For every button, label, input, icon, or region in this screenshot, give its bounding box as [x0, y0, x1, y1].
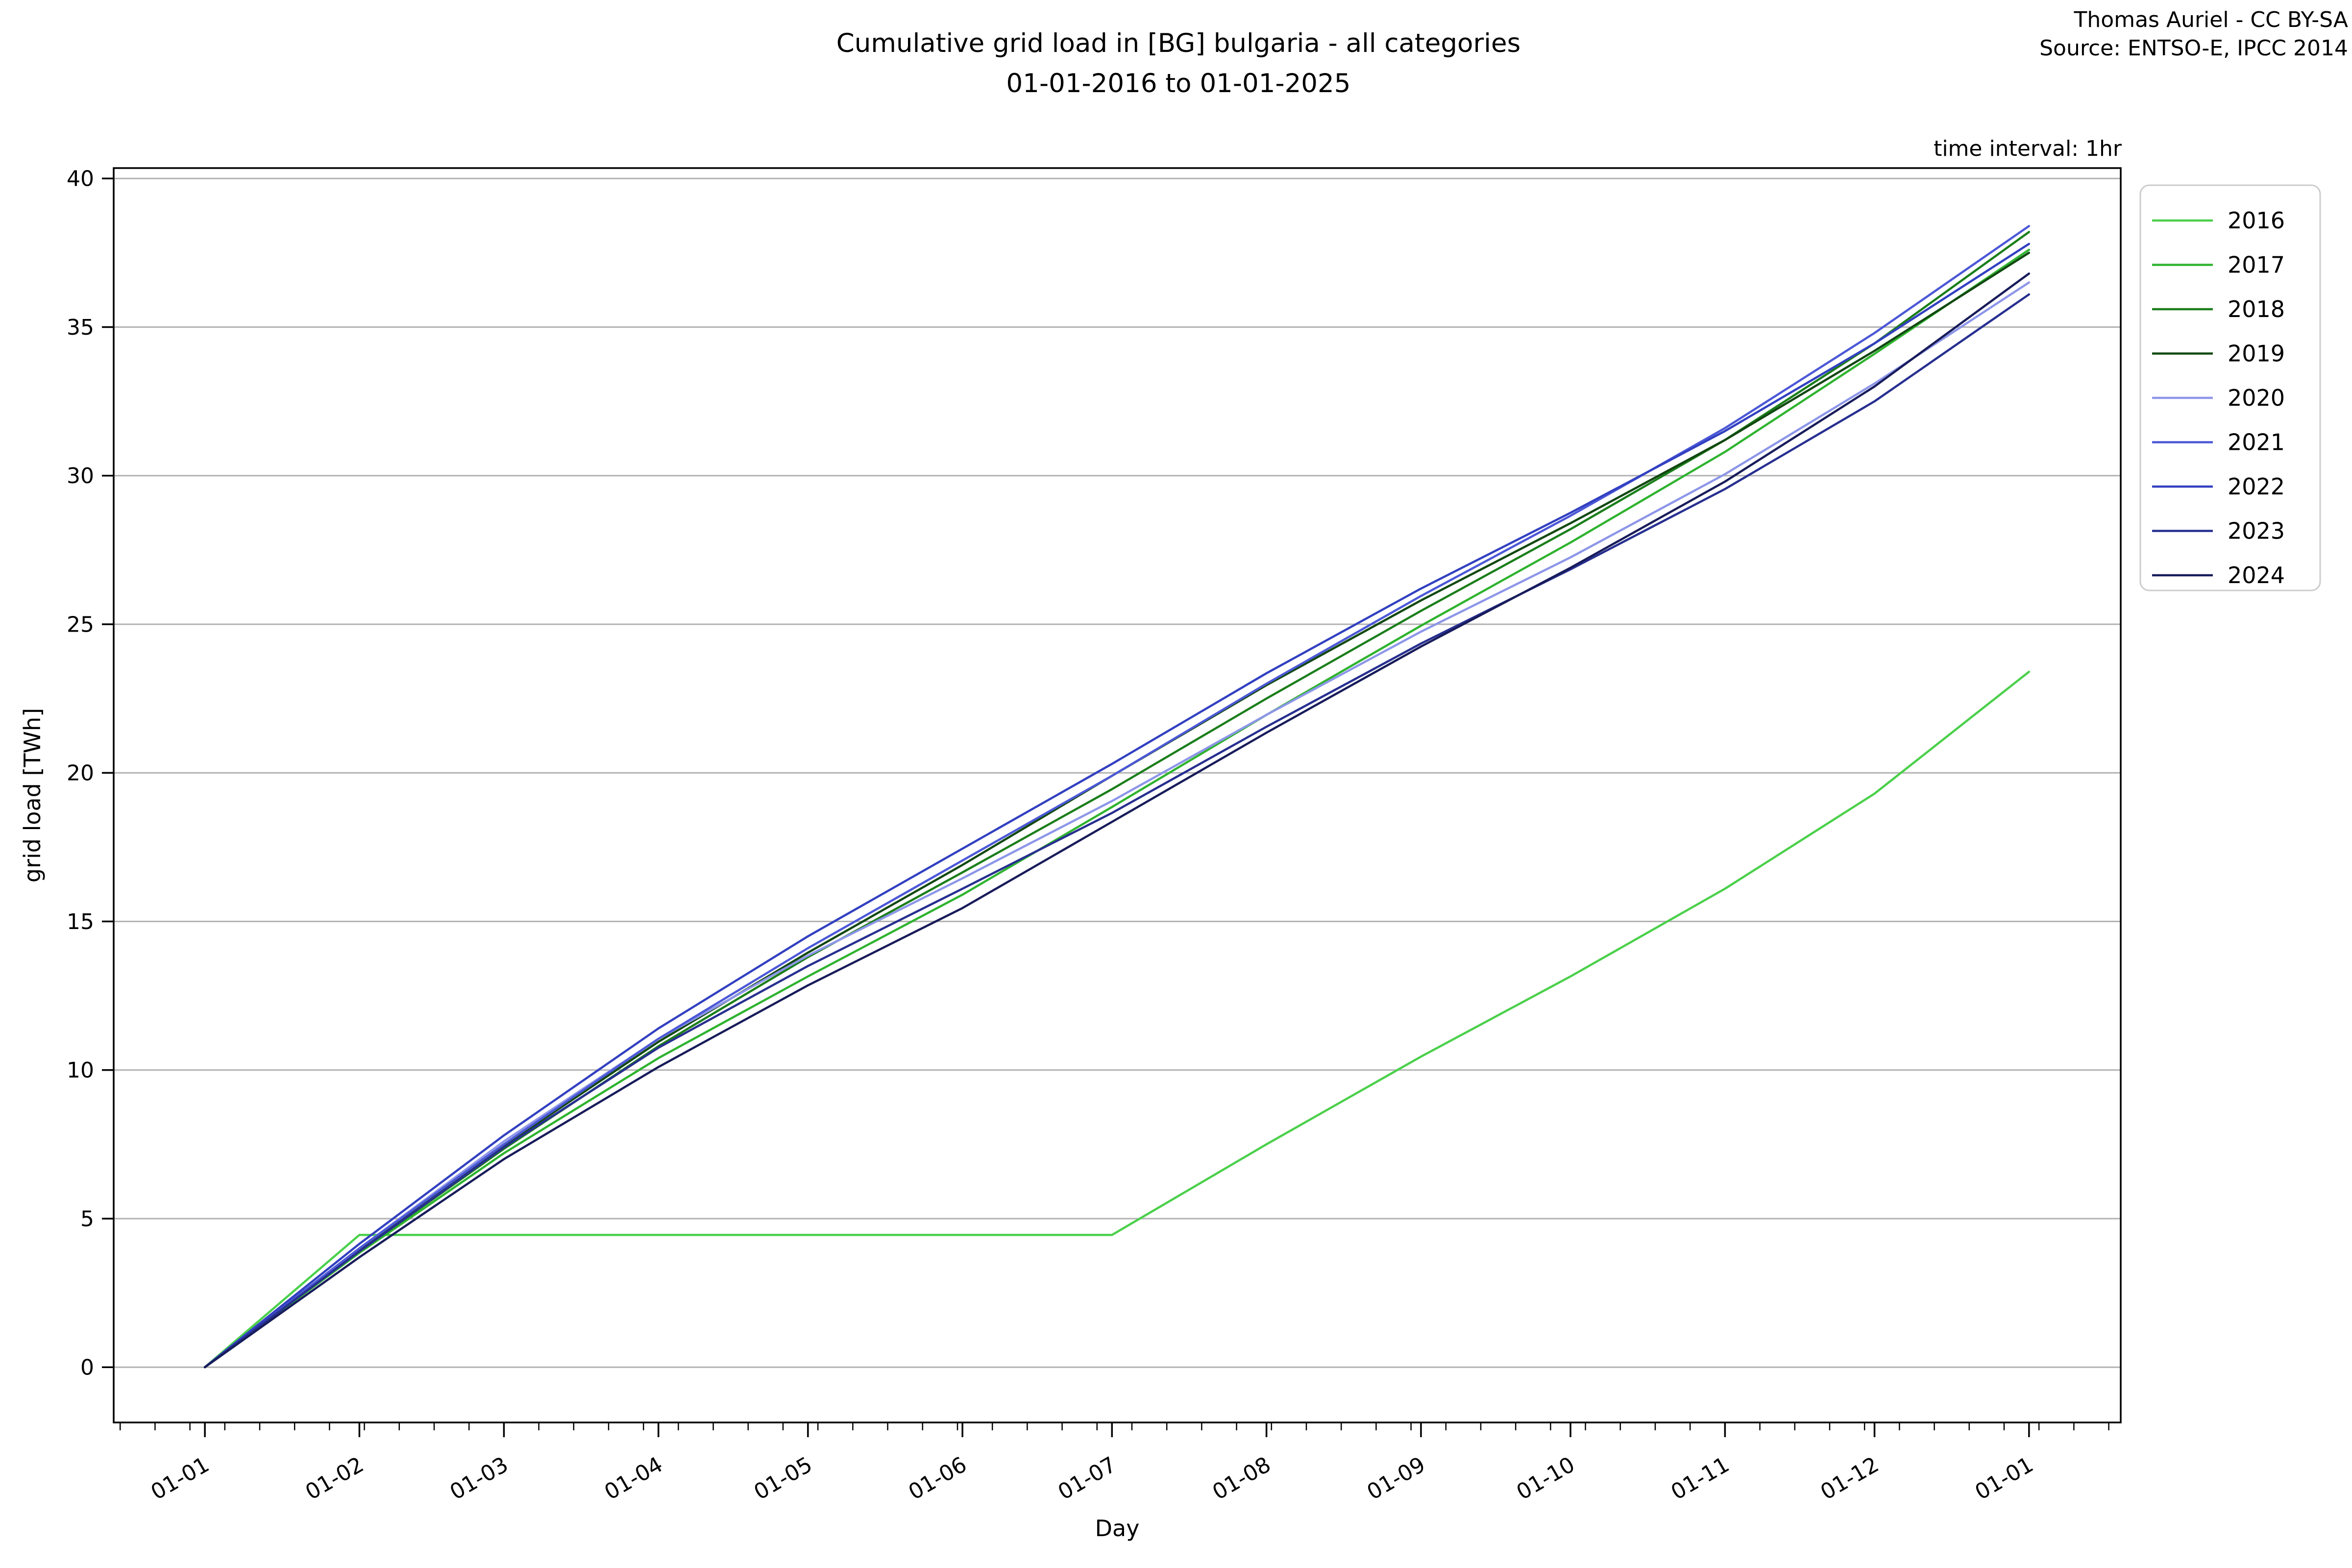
y-tick-label: 0 — [80, 1355, 94, 1380]
series-line-2018 — [203, 231, 2031, 1369]
x-tick-label: 01-06 — [904, 1452, 971, 1505]
x-tick-label: 01-11 — [1667, 1452, 1734, 1505]
series-line-2021 — [203, 225, 2031, 1369]
legend-label: 2017 — [2228, 252, 2285, 278]
legend-label: 2019 — [2228, 341, 2285, 367]
x-tick-label: 01-01 — [1971, 1452, 2037, 1505]
legend-box — [2139, 184, 2321, 591]
legend-label: 2021 — [2228, 429, 2285, 456]
legend-item-2017: 2017 — [2152, 252, 2285, 278]
series-line-2024 — [203, 272, 2031, 1369]
series-line-2023 — [203, 293, 2031, 1369]
y-tick-label: 20 — [67, 761, 94, 786]
chart-title-line1: Cumulative grid load in [BG] bulgaria - … — [836, 28, 1521, 58]
x-tick-label: 01-04 — [600, 1452, 667, 1505]
y-tick-label: 15 — [67, 909, 94, 934]
y-axis: 0 5 10 15 20 25 30 35 40 — [67, 167, 114, 1380]
x-tick-label: 01-09 — [1363, 1452, 1429, 1505]
y-tick-label: 10 — [67, 1058, 94, 1083]
y-axis-label: grid load [TWh] — [19, 708, 46, 882]
series-line-2020 — [203, 281, 2031, 1369]
legend-item-2021: 2021 — [2152, 429, 2285, 456]
legend-item-2024: 2024 — [2152, 562, 2285, 588]
x-tick-label: 01-12 — [1816, 1452, 1883, 1505]
series-line-2016 — [203, 670, 2031, 1369]
legend-label: 2023 — [2228, 518, 2285, 544]
legend-label: 2022 — [2228, 473, 2285, 500]
x-tick-label: 01-07 — [1054, 1452, 1121, 1505]
legend-label: 2024 — [2228, 562, 2285, 588]
series-line-2017 — [203, 248, 2031, 1369]
attribution-source: Source: ENTSO-E, IPCC 2014 — [2039, 36, 2348, 61]
legend-item-2023: 2023 — [2152, 518, 2285, 544]
gridlines — [114, 177, 2121, 1368]
x-tick-label: 01-03 — [446, 1452, 513, 1505]
legend-item-2016: 2016 — [2152, 207, 2285, 234]
legend-label: 2016 — [2228, 207, 2285, 234]
x-axis: 01-01 01-02 01-03 01-04 01-05 01-06 01-07 01-08… — [119, 1422, 2109, 1505]
y-tick-label: 30 — [67, 464, 94, 489]
x-tick-label: 01-05 — [750, 1452, 816, 1505]
time-interval-annotation: time interval: 1hr — [1934, 136, 2122, 161]
attribution-author: Thomas Auriel - CC BY-SA — [2074, 7, 2348, 32]
legend-label: 2020 — [2228, 385, 2285, 411]
data-series — [203, 225, 2031, 1369]
y-tick-label: 35 — [67, 315, 94, 340]
legend-item-2018: 2018 — [2152, 296, 2285, 322]
attribution: Thomas Auriel - CC BY-SA Source: ENTSO-E… — [2039, 6, 2348, 63]
x-tick-label: 01-08 — [1208, 1452, 1275, 1505]
x-tick-label: 01-02 — [301, 1452, 368, 1505]
y-tick-label: 25 — [67, 612, 94, 637]
x-axis-label: Day — [1095, 1515, 1140, 1542]
y-tick-label: 40 — [67, 167, 94, 192]
y-tick-label: 5 — [80, 1206, 94, 1231]
legend: 2016 2017 2018 2019 2020 2021 2022 2023 2024 — [2139, 184, 2321, 591]
legend-item-2020: 2020 — [2152, 385, 2285, 411]
legend-label: 2018 — [2228, 296, 2285, 322]
series-line-2022 — [203, 243, 2031, 1369]
chart-title-line2: 01-01-2016 to 01-01-2025 — [1006, 69, 1351, 98]
x-tick-label: 01-01 — [147, 1452, 213, 1505]
plot-border — [113, 167, 2122, 1423]
legend-item-2022: 2022 — [2152, 473, 2285, 500]
x-tick-label: 01-10 — [1512, 1452, 1579, 1505]
legend-item-2019: 2019 — [2152, 341, 2285, 367]
